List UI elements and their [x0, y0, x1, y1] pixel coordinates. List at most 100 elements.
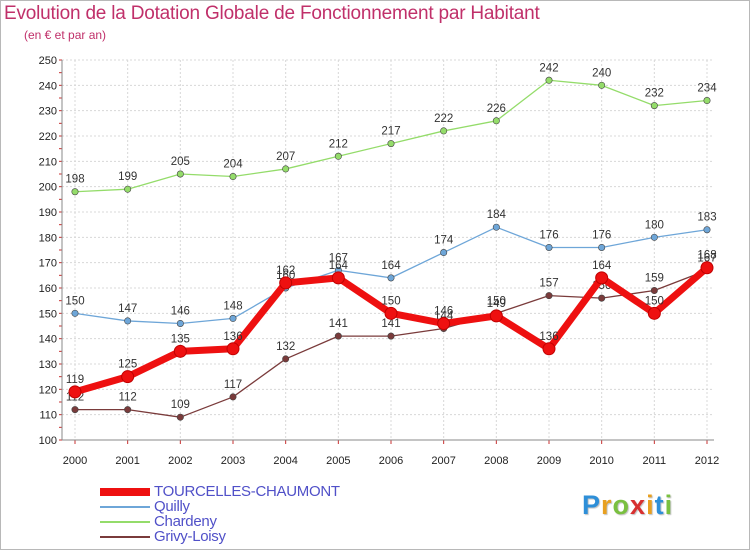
data-point-grivy-loisy — [650, 287, 658, 295]
data-point-tourcelles-chaumont — [542, 342, 556, 356]
data-point-chardeny — [492, 117, 500, 125]
data-label-tourcelles-chaumont: 168 — [697, 250, 716, 262]
logo-letter: o — [612, 490, 631, 520]
x-tick-label-2012: 2012 — [695, 455, 719, 467]
data-label-tourcelles-chaumont: 164 — [329, 260, 349, 272]
x-tick-label-2000: 2000 — [63, 455, 87, 467]
data-label-chardeny: 217 — [381, 126, 400, 138]
data-point-tourcelles-chaumont — [384, 306, 398, 320]
data-label-quilly: 174 — [434, 235, 454, 247]
data-point-chardeny — [282, 165, 290, 173]
data-label-chardeny: 226 — [487, 103, 506, 115]
data-label-chardeny: 204 — [223, 159, 243, 171]
data-point-grivy-loisy — [71, 406, 79, 414]
plot-area — [62, 60, 714, 440]
data-label-quilly: 183 — [697, 212, 716, 224]
data-label-quilly: 147 — [118, 303, 137, 315]
x-tick-label-2011: 2011 — [643, 455, 667, 467]
data-label-grivy-loisy: 141 — [329, 318, 348, 330]
y-tick-label-100: 100 — [39, 435, 57, 447]
data-label-grivy-loisy: 132 — [276, 341, 295, 353]
data-label-tourcelles-chaumont: 125 — [118, 359, 137, 371]
logo-letter: P — [582, 490, 602, 520]
data-point-tourcelles-chaumont — [489, 309, 503, 323]
legend-label-grivy-loisy: Grivy-Loisy — [154, 528, 226, 545]
data-point-chardeny — [71, 188, 79, 196]
logo-letter: x — [630, 490, 647, 520]
y-tick-label-210: 210 — [39, 156, 57, 168]
y-tick-label-190: 190 — [39, 207, 57, 219]
data-label-grivy-loisy: 109 — [171, 399, 190, 411]
data-label-chardeny: 198 — [65, 174, 84, 186]
logo-letter: t — [654, 490, 665, 520]
legend-swatch-tourcelles-chaumont — [100, 488, 150, 496]
y-tick-label-220: 220 — [39, 131, 57, 143]
x-tick-label-2001: 2001 — [115, 455, 139, 467]
data-point-chardeny — [229, 173, 237, 181]
data-label-quilly: 180 — [645, 219, 664, 231]
data-point-tourcelles-chaumont — [68, 385, 82, 399]
y-tick-label-180: 180 — [39, 232, 57, 244]
data-point-quilly — [598, 243, 606, 251]
data-label-chardeny: 240 — [592, 67, 611, 79]
data-point-quilly — [440, 249, 448, 257]
data-point-tourcelles-chaumont — [279, 276, 293, 290]
data-label-quilly: 146 — [171, 305, 190, 317]
data-point-quilly — [229, 314, 237, 322]
data-label-grivy-loisy: 157 — [539, 278, 558, 290]
data-point-grivy-loisy — [176, 413, 184, 421]
y-tick-label-240: 240 — [39, 80, 57, 92]
x-tick-label-2003: 2003 — [221, 455, 245, 467]
logo-letter: i — [646, 490, 655, 520]
logo-letter: r — [601, 490, 613, 520]
data-label-chardeny: 199 — [118, 171, 137, 183]
data-point-grivy-loisy — [598, 294, 606, 302]
data-point-tourcelles-chaumont — [331, 271, 345, 285]
y-tick-label-200: 200 — [39, 182, 57, 194]
data-point-quilly — [387, 274, 395, 282]
data-label-grivy-loisy: 112 — [118, 392, 136, 404]
data-point-tourcelles-chaumont — [700, 261, 714, 275]
proxiti-logo: Proxiti — [582, 490, 673, 521]
data-point-quilly — [176, 319, 184, 327]
data-label-quilly: 167 — [329, 252, 348, 264]
data-point-quilly — [545, 243, 553, 251]
y-tick-label-130: 130 — [39, 359, 57, 371]
y-tick-label-150: 150 — [39, 308, 57, 320]
data-point-grivy-loisy — [545, 292, 553, 300]
data-label-quilly: 176 — [592, 229, 611, 241]
data-label-chardeny: 205 — [171, 156, 190, 168]
data-point-grivy-loisy — [282, 355, 290, 363]
legend-swatch-quilly — [100, 506, 150, 508]
y-tick-label-160: 160 — [39, 283, 57, 295]
data-point-quilly — [492, 223, 500, 231]
data-point-grivy-loisy — [334, 332, 342, 340]
y-tick-label-110: 110 — [39, 410, 57, 422]
data-point-chardeny — [176, 170, 184, 178]
y-tick-label-170: 170 — [39, 258, 57, 270]
chart-subtitle: (en € et par an) — [24, 28, 107, 42]
data-label-grivy-loisy: 141 — [381, 318, 400, 330]
x-tick-label-2004: 2004 — [273, 455, 297, 467]
legend-label-tourcelles-chaumont: TOURCELLES-CHAUMONT — [154, 483, 340, 500]
data-label-grivy-loisy: 150 — [487, 295, 506, 307]
x-tick-label-2002: 2002 — [168, 455, 192, 467]
data-label-tourcelles-chaumont: 150 — [645, 295, 664, 307]
x-tick-label-2007: 2007 — [431, 455, 455, 467]
data-label-chardeny: 212 — [329, 138, 348, 150]
data-label-chardeny: 242 — [539, 62, 558, 74]
y-tick-label-140: 140 — [39, 334, 57, 346]
data-label-tourcelles-chaumont: 136 — [539, 331, 558, 343]
legend-swatch-chardeny — [100, 521, 150, 523]
data-label-grivy-loisy: 167 — [697, 252, 716, 264]
data-point-tourcelles-chaumont — [121, 370, 135, 384]
data-label-quilly: 150 — [65, 295, 84, 307]
x-tick-label-2008: 2008 — [484, 455, 508, 467]
data-point-chardeny — [124, 185, 132, 193]
data-point-chardeny — [650, 102, 658, 110]
data-point-chardeny — [545, 76, 553, 84]
data-point-tourcelles-chaumont — [226, 342, 240, 356]
data-point-grivy-loisy — [229, 393, 237, 401]
data-point-quilly — [71, 309, 79, 317]
logo-letter: i — [664, 490, 674, 520]
